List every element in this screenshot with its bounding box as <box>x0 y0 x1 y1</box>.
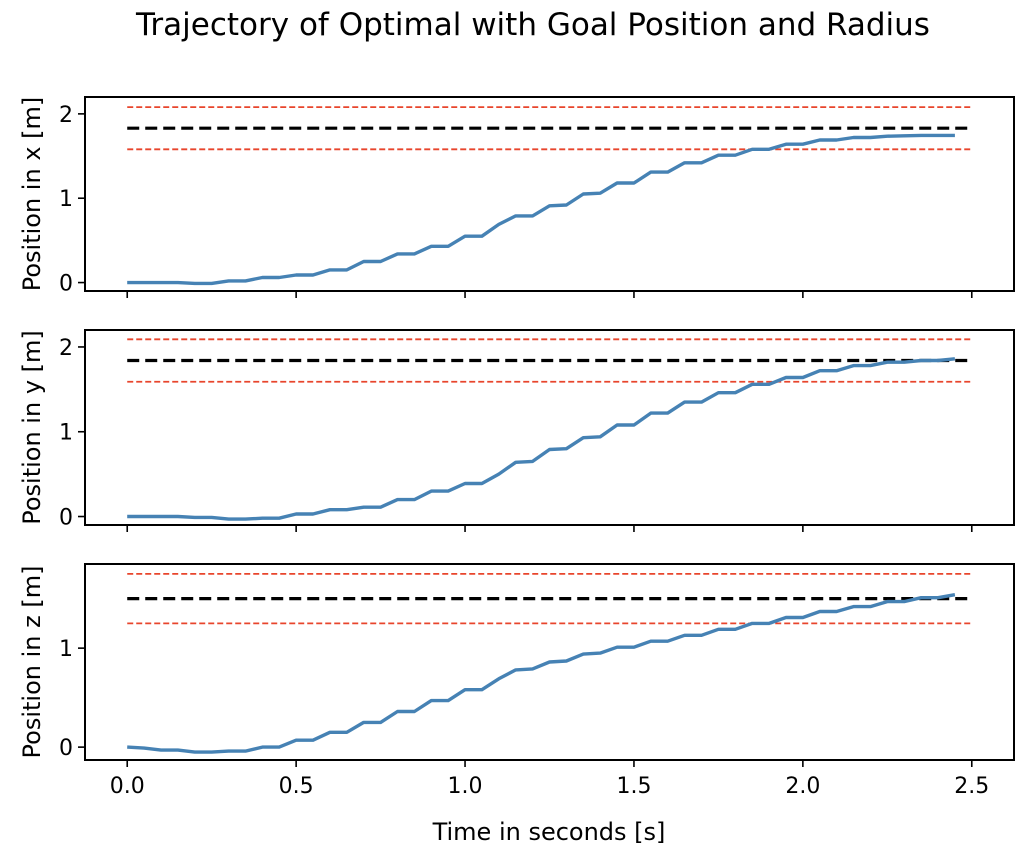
x-tick-label: 1.5 <box>616 774 651 799</box>
y-tick-label: 0 <box>59 736 73 761</box>
y-tick-label: 2 <box>59 336 73 361</box>
y-axis-label: Position in z [m] <box>18 566 46 759</box>
trajectory-line <box>127 357 956 521</box>
y-tick-label: 0 <box>59 506 73 531</box>
x-axis-label: Time in seconds [s] <box>432 818 666 846</box>
subplot-1: 0 1 2 Position in x [m] <box>18 96 1015 298</box>
chart-title: Trajectory of Optimal with Goal Position… <box>135 7 930 43</box>
x-tick-label: 0.5 <box>279 774 314 799</box>
x-tick-label: 0.0 <box>110 774 145 799</box>
y-axis-label: Position in y [m] <box>18 330 46 525</box>
x-tick-label: 2.0 <box>785 774 820 799</box>
axes-frame <box>84 563 1015 761</box>
y-tick-label: 0 <box>59 272 73 297</box>
axes-frame <box>84 329 1015 526</box>
subplot-2: 0 1 2 Position in y [m] <box>18 329 1015 532</box>
trajectory-line <box>127 593 956 754</box>
y-tick-label: 1 <box>59 187 73 212</box>
y-tick-label: 1 <box>59 421 73 446</box>
axes-frame <box>84 96 1015 292</box>
y-tick-label: 1 <box>59 637 73 662</box>
y-axis-label: Position in x [m] <box>18 97 46 292</box>
x-tick-label: 2.5 <box>954 774 989 799</box>
subplot-3: 0 1 0.0 0.5 1.0 1.5 2.0 2.5 Position in z [m] <box>18 563 1015 799</box>
subplots: 0 1 2 Position in x [m] 0 1 2 Position in y [m]… <box>18 96 1015 799</box>
x-tick-label: 1.0 <box>448 774 483 799</box>
y-tick-label: 2 <box>59 103 73 128</box>
trajectory-line <box>127 133 955 286</box>
